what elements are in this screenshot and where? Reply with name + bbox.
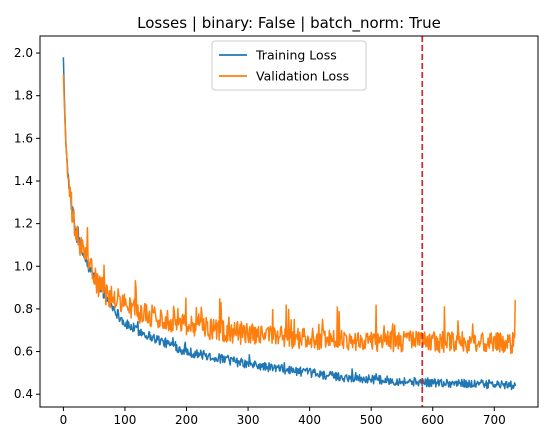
y-tick-label-1.4: 1.4	[14, 174, 33, 188]
x-tick-label-0: 0	[60, 413, 68, 427]
chart-title: Losses | binary: False | batch_norm: Tru…	[137, 14, 441, 33]
x-tick-label-500: 500	[360, 413, 383, 427]
y-tick-label-0.4: 0.4	[14, 387, 33, 401]
x-tick-label-200: 200	[175, 413, 198, 427]
y-tick-label-1.0: 1.0	[14, 259, 33, 273]
y-axis: 0.4 0.6 0.8 1.0 1.2 1.4 1.6 1.8 2.0	[14, 46, 40, 401]
legend-training-label: Training Loss	[255, 48, 337, 63]
validation-loss-line	[62, 74, 516, 355]
x-tick-label-600: 600	[421, 413, 444, 427]
plot-frame	[39, 35, 539, 408]
y-tick-label-2.0: 2.0	[14, 46, 33, 60]
y-tick-label-1.6: 1.6	[14, 131, 33, 145]
x-axis: 0 100 200 300 400 500 600 700	[60, 407, 506, 427]
series-layer	[62, 57, 517, 391]
x-tick-label-100: 100	[113, 413, 136, 427]
y-tick-label-0.6: 0.6	[14, 345, 33, 359]
legend-box	[211, 40, 367, 91]
x-tick-label-300: 300	[237, 413, 260, 427]
legend-validation-label: Validation Loss	[256, 69, 349, 84]
legend: Training Loss Validation Loss	[211, 40, 367, 91]
y-tick-label-1.8: 1.8	[14, 89, 33, 103]
y-tick-label-1.2: 1.2	[14, 217, 33, 231]
x-tick-label-400: 400	[298, 413, 321, 427]
training-loss-line	[62, 57, 517, 391]
y-tick-label-0.8: 0.8	[14, 302, 33, 316]
x-tick-label-700: 700	[483, 413, 506, 427]
